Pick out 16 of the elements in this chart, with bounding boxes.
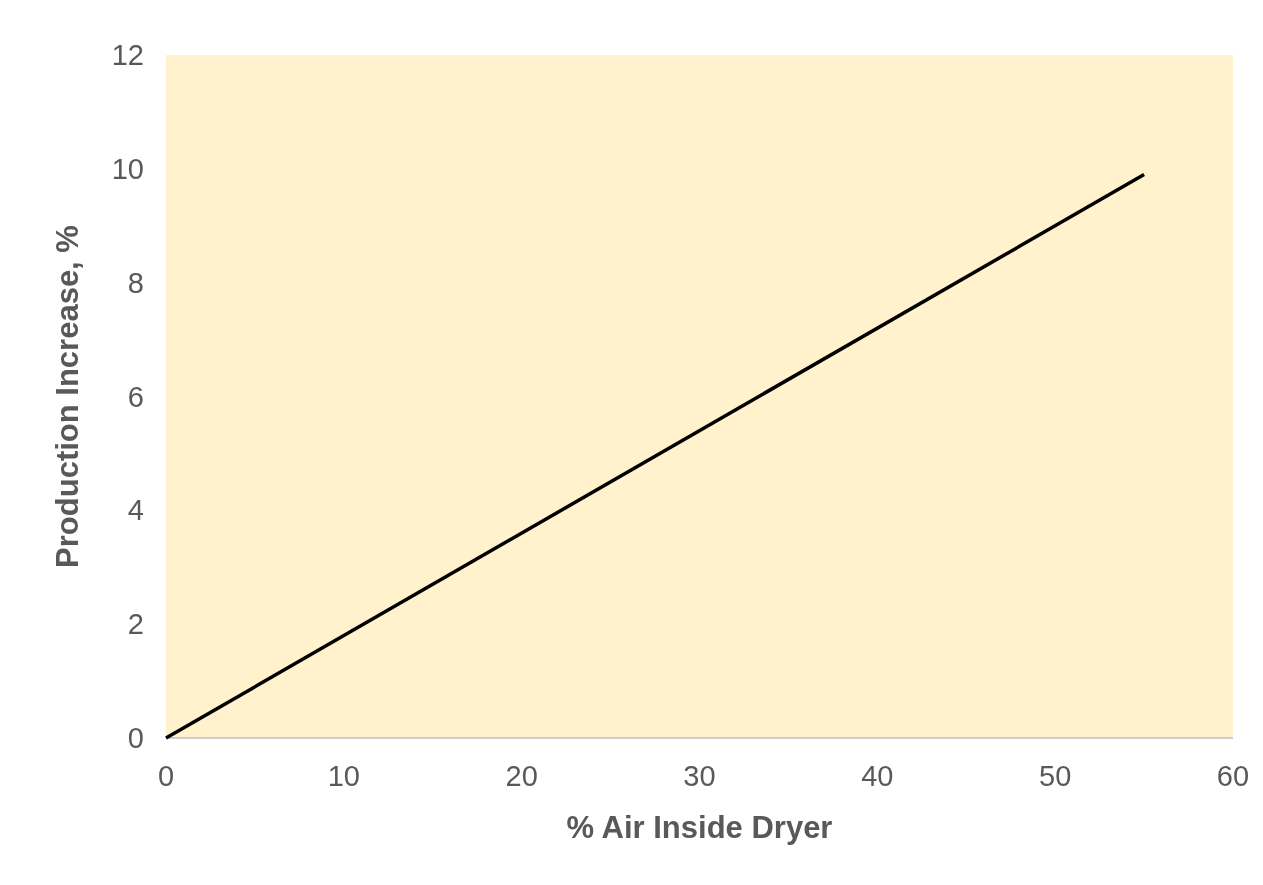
- x-tick-label: 10: [327, 760, 360, 792]
- y-tick-label: 0: [127, 722, 144, 754]
- y-tick-label: 2: [127, 608, 144, 641]
- y-tick-label: 4: [127, 494, 144, 527]
- y-axis-title: Production Increase, %: [50, 225, 85, 568]
- x-tick-label: 50: [1039, 760, 1072, 792]
- y-tick-label: 12: [111, 39, 144, 71]
- x-tick-label: 20: [505, 760, 538, 792]
- y-tick-label: 8: [127, 266, 144, 299]
- x-axis-title: % Air Inside Dryer: [566, 810, 833, 845]
- x-tick-label: 40: [861, 760, 894, 792]
- y-tick-label: 10: [111, 152, 144, 185]
- x-tick-label: 60: [1216, 760, 1250, 792]
- y-tick-label: 6: [127, 380, 144, 413]
- x-tick-label: 0: [157, 760, 175, 792]
- x-tick-label: 30: [683, 760, 716, 792]
